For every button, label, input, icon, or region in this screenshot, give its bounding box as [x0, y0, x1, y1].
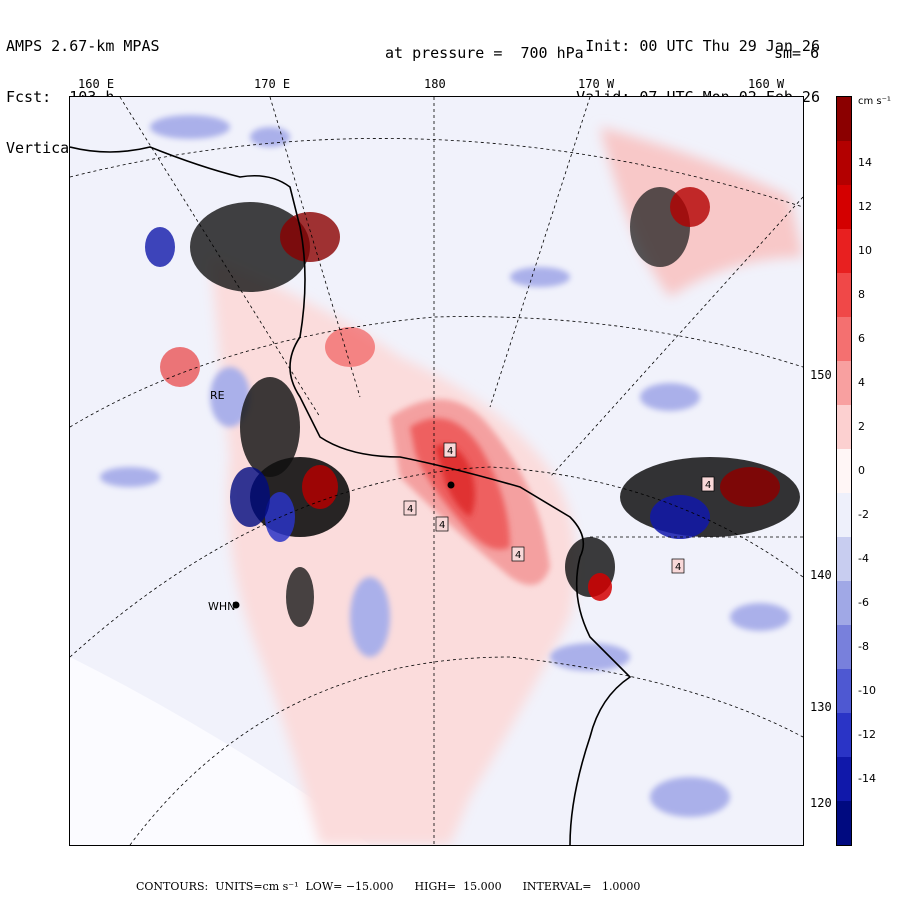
colorbar-tick-label: 10	[858, 244, 872, 257]
colorbar-segment	[837, 361, 851, 405]
colorbar-tick-label: -2	[858, 508, 869, 521]
lon-label-170w: 170 W	[578, 77, 615, 91]
map-panel: 4 4 4 4 4 4 WHN RE	[69, 96, 804, 846]
model-title: AMPS 2.67-km MPAS	[6, 37, 160, 55]
contour-label-1: 4	[447, 446, 453, 457]
colorbar-tick-label: 12	[858, 200, 872, 213]
colorbar-segment	[837, 405, 851, 449]
colorbar-tick-label: -14	[858, 772, 876, 785]
colorbar-tick-label: 4	[858, 376, 865, 389]
station-dot-whn	[232, 601, 240, 609]
colorbar-segment	[837, 581, 851, 625]
red-core-max	[435, 444, 475, 517]
contour-label-3: 4	[439, 520, 445, 531]
colorbar-tick-label: 8	[858, 288, 865, 301]
colorbar-tick-label: 14	[858, 156, 872, 169]
smoothing-value: sm= 6	[774, 44, 820, 62]
contour-label-5: 4	[705, 480, 711, 491]
colorbar-segment	[837, 449, 851, 493]
contour-labels: 4 4 4 4 4 4	[403, 442, 715, 574]
colorbar-units: cm s⁻¹	[858, 96, 891, 107]
colorbar-tick-label: 0	[858, 464, 865, 477]
contour-label-4: 4	[515, 550, 521, 561]
pressure-level: at pressure = 700 hPa	[385, 44, 584, 62]
colorbar-segment	[837, 141, 851, 185]
map-svg: 4 4 4 4 4 4 WHN RE	[70, 97, 803, 845]
colorbar-segment	[837, 273, 851, 317]
lon-label-180: 180	[424, 77, 446, 91]
colorbar-tick-label: -10	[858, 684, 876, 697]
footer: CONTOURS: UNITS=cm s⁻¹ LOW= −15.000 HIGH…	[136, 880, 640, 893]
colorbar-tick-label: -4	[858, 552, 869, 565]
contour-label-2: 4	[407, 504, 413, 515]
colorbar-tick-label: -12	[858, 728, 876, 741]
graticule	[70, 97, 803, 845]
footer-low: LOW= −15.000	[305, 880, 394, 893]
upward-motion-zone	[210, 257, 576, 845]
init-time: Init: 00 UTC Thu 29 Jan 26	[585, 37, 820, 55]
colorbar	[836, 96, 852, 846]
footer-units: UNITS=cm s⁻¹	[215, 880, 299, 893]
colorbar-segment	[837, 185, 851, 229]
colorbar-segment	[837, 537, 851, 581]
colorbar-segment	[837, 713, 851, 757]
station-label-re: RE	[210, 389, 225, 402]
colorbar-segment	[837, 493, 851, 537]
colorbar-tick-label: 6	[858, 332, 865, 345]
lon-label-170e: 170 E	[254, 77, 291, 91]
lon-label-160w: 160 W	[748, 77, 785, 91]
station-dot-center	[447, 481, 455, 489]
ice-shelf-area	[70, 657, 370, 845]
colorbar-segment	[837, 801, 851, 845]
colorbar-tick-label: -8	[858, 640, 869, 653]
downward-motion-patches	[100, 115, 790, 817]
colorbar-tick-label: 2	[858, 420, 865, 433]
colorbar-segment	[837, 757, 851, 801]
station-label-whn: WHN	[208, 600, 235, 613]
colorbar-segment	[837, 97, 851, 141]
colorbar-segment	[837, 625, 851, 669]
colorbar-segment	[837, 317, 851, 361]
colorbar-tick-label: -6	[858, 596, 869, 609]
footer-contours: CONTOURS:	[136, 880, 209, 893]
lon-label-160e: 160 E	[78, 77, 115, 91]
coastline	[70, 146, 632, 845]
footer-interval: INTERVAL= 1.0000	[522, 880, 641, 893]
colorbar-segment	[837, 669, 851, 713]
mountain-wave-region-east	[565, 187, 800, 601]
footer-high: HIGH= 15.000	[414, 880, 502, 893]
mountain-wave-region-west	[145, 202, 375, 627]
colorbar-segment	[837, 229, 851, 273]
contour-label-6: 4	[675, 562, 681, 573]
